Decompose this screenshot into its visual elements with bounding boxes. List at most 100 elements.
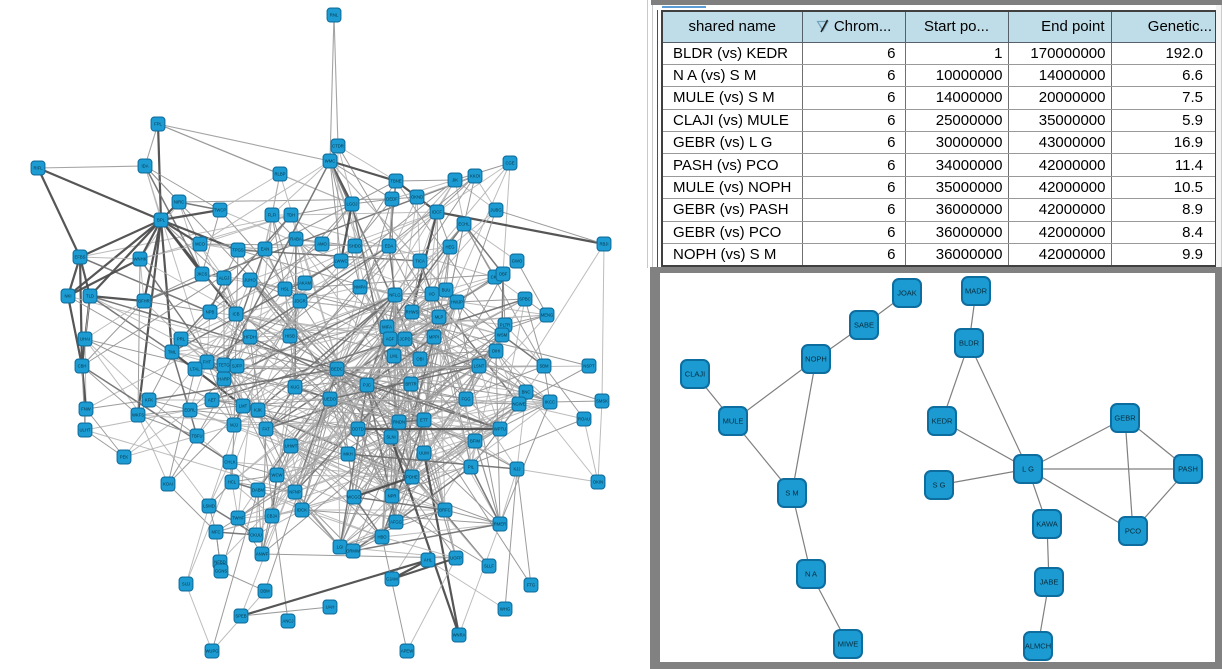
svg-text:DDTD: DDTD [352, 427, 364, 432]
svg-text:UAH: UAH [326, 605, 335, 610]
svg-text:PJC: PJC [363, 383, 371, 388]
svg-text:JIK: JIK [452, 178, 458, 183]
svg-text:IIO: IIO [429, 292, 435, 297]
svg-text:CBJA: CBJA [267, 514, 278, 519]
svg-text:CBH: CBH [78, 364, 87, 369]
svg-text:BRFC: BRFC [439, 508, 450, 513]
svg-text:PLTR: PLTR [500, 323, 510, 328]
svg-text:ALGJ: ALGJ [219, 276, 229, 281]
svg-text:JKCS: JKCS [197, 272, 208, 277]
svg-text:LGI: LGI [337, 545, 344, 550]
svg-text:AHL: AHL [424, 558, 433, 563]
svg-text:AET: AET [208, 398, 217, 403]
svg-text:RIFL: RIFL [33, 166, 43, 171]
svg-text:WKFS: WKFS [132, 413, 144, 418]
svg-text:UHAI: UHAI [80, 337, 90, 342]
svg-text:IDCK: IDCK [297, 508, 307, 513]
svg-text:KJK: KJK [254, 408, 262, 413]
svg-text:NOPH: NOPH [805, 355, 827, 364]
svg-text:AGF: AGF [386, 337, 395, 342]
svg-text:FPL: FPL [154, 122, 162, 127]
svg-text:TML: TML [168, 350, 177, 355]
svg-text:OBI: OBI [416, 357, 423, 362]
svg-text:WNHK: WNHK [134, 257, 147, 262]
svg-text:RBJI: RBJI [599, 242, 608, 247]
svg-text:PDHE: PDHE [406, 475, 418, 480]
svg-text:WCGO: WCGO [347, 495, 361, 500]
svg-text:UEDO: UEDO [324, 397, 337, 402]
svg-text:IDA: IDA [142, 164, 149, 169]
svg-text:HBO: HBO [377, 535, 387, 540]
svg-text:KFK: KFK [145, 398, 153, 403]
svg-text:ICB: ICB [233, 312, 240, 317]
svg-text:FLFI: FLFI [268, 213, 277, 218]
svg-text:LSNT: LSNT [474, 364, 485, 369]
svg-text:TBNE: TBNE [390, 179, 401, 184]
svg-text:MCO: MCO [195, 242, 206, 247]
svg-text:NFNP: NFNP [289, 490, 301, 495]
svg-text:KJJ: KJJ [514, 467, 521, 472]
svg-text:JUBG: JUBG [490, 208, 501, 213]
svg-text:AKAM: AKAM [299, 281, 311, 286]
svg-text:MENG: MENG [541, 313, 554, 318]
svg-text:EAN: EAN [261, 247, 270, 252]
svg-text:TWCP: TWCP [214, 208, 227, 213]
svg-text:ORMW: ORMW [346, 549, 360, 554]
svg-text:KUG: KUG [290, 385, 299, 390]
svg-text:NIRC: NIRC [174, 200, 184, 205]
svg-text:PIL: PIL [468, 465, 475, 470]
svg-text:MULE: MULE [723, 417, 744, 426]
svg-text:KEDR: KEDR [932, 417, 953, 426]
svg-text:WCW: WCW [272, 473, 283, 478]
svg-text:SMSK: SMSK [596, 399, 608, 404]
svg-text:CKD: CKD [491, 275, 500, 280]
svg-text:MADR: MADR [965, 287, 988, 296]
svg-text:JOAK: JOAK [897, 289, 917, 298]
svg-text:ANWF: ANWF [256, 552, 269, 557]
svg-text:FTG: FTG [527, 583, 535, 588]
svg-text:LML: LML [390, 354, 399, 359]
svg-text:SLNI: SLNI [386, 435, 395, 440]
svg-text:KKOI: KKOI [470, 174, 480, 179]
svg-text:CGE: CGE [505, 161, 514, 166]
svg-text:UUM: UUM [419, 451, 429, 456]
svg-text:S G: S G [933, 481, 946, 490]
svg-text:FGG: FGG [461, 397, 470, 402]
svg-text:GWO: GWO [512, 259, 523, 264]
svg-text:OIHI: OIHI [492, 349, 501, 354]
svg-text:MJJ: MJJ [230, 423, 238, 428]
svg-text:TETG: TETG [218, 363, 229, 368]
svg-text:HEG: HEG [445, 245, 454, 250]
svg-text:RNDN: RNDN [393, 420, 405, 425]
svg-text:RHWS: RHWS [406, 310, 419, 315]
svg-text:CLAJI: CLAJI [685, 370, 705, 379]
svg-text:SLLF: SLLF [484, 564, 494, 569]
svg-text:APEW: APEW [401, 649, 413, 654]
svg-text:BFHR: BFHR [138, 299, 149, 304]
svg-text:WMC: WMC [325, 159, 335, 164]
svg-text:SBM: SBM [539, 364, 549, 369]
svg-text:RNL: RNL [330, 13, 339, 18]
svg-text:PASH: PASH [1178, 465, 1198, 474]
svg-text:SHDO: SHDO [349, 244, 362, 249]
svg-text:HFDH: HFDH [244, 335, 256, 340]
svg-text:CTDR: CTDR [332, 144, 344, 149]
svg-text:LGOJ: LGOJ [347, 202, 358, 207]
svg-text:L G: L G [1022, 465, 1034, 474]
svg-text:HARP: HARP [218, 377, 230, 382]
svg-text:IKCC: IKCC [545, 400, 555, 405]
svg-text:NMPA: NMPA [354, 285, 366, 290]
svg-text:MIFA: MIFA [382, 325, 392, 330]
svg-text:HWJP: HWJP [451, 300, 463, 305]
svg-text:BLDR: BLDR [959, 339, 980, 348]
svg-text:N A: N A [805, 570, 817, 579]
svg-text:KOAI: KOAI [163, 482, 173, 487]
svg-text:CHLK: CHLK [224, 460, 235, 465]
svg-text:NSPT: NSPT [583, 364, 595, 369]
svg-text:IDCF: IDCF [432, 210, 442, 215]
svg-text:MPPI: MPPI [429, 335, 439, 340]
svg-text:FHT: FHT [203, 360, 212, 365]
svg-text:DABM: DABM [252, 488, 265, 493]
svg-text:ROAU: ROAU [578, 417, 590, 422]
svg-text:ANCJ: ANCJ [283, 619, 294, 624]
